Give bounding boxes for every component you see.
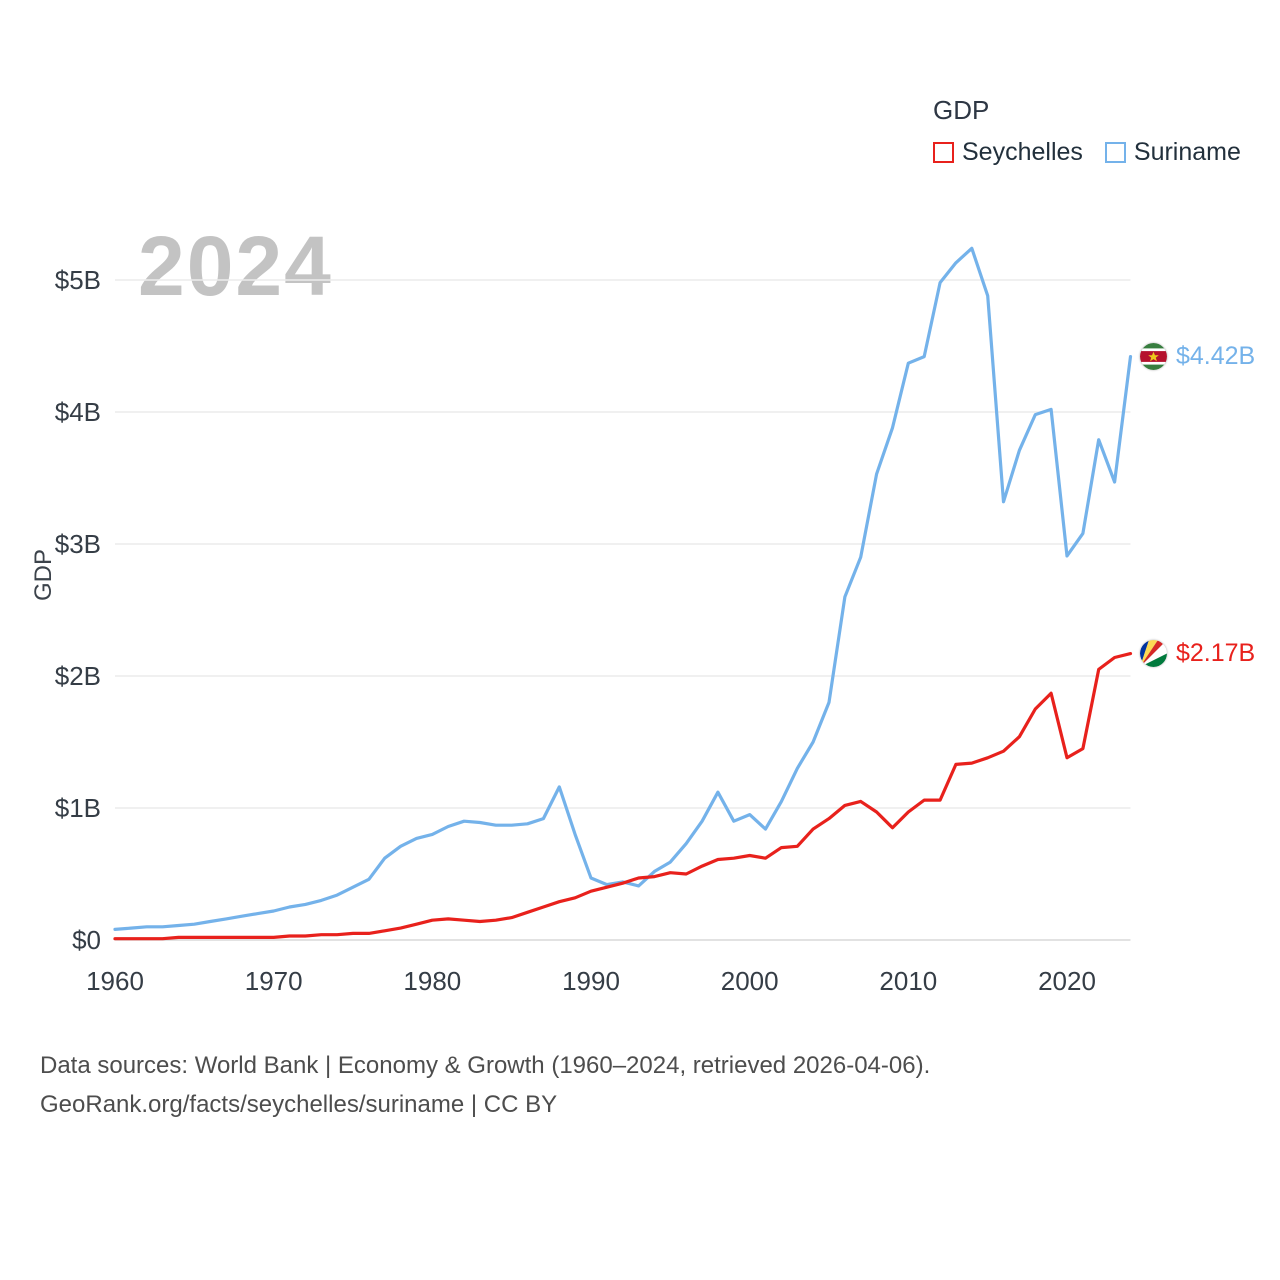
y-tick-label: $0 — [72, 925, 101, 955]
y-tick-label: $3B — [55, 529, 101, 559]
footer-attribution-line: GeoRank.org/facts/seychelles/suriname | … — [40, 1091, 558, 1118]
legend-swatch-seychelles — [933, 142, 954, 163]
watermark-year: 2024 — [138, 219, 333, 313]
legend-item-suriname[interactable]: Suriname — [1104, 138, 1241, 167]
legend-label: Suriname — [1133, 138, 1241, 166]
x-tick-label: 2010 — [879, 966, 937, 996]
x-tick-label: 1970 — [245, 966, 303, 996]
series-line-seychelles — [113, 651, 1133, 941]
end-value-suriname: $4.42B — [1176, 342, 1256, 371]
legend-items: Seychelles Suriname — [933, 138, 1241, 167]
x-tick-label: 2020 — [1038, 966, 1096, 996]
x-tick-label: 1980 — [403, 966, 461, 996]
legend-label: Seychelles — [962, 138, 1083, 166]
legend-swatch-suriname — [1104, 142, 1126, 163]
y-tick-label: $2B — [55, 661, 101, 691]
x-tick-label: 2000 — [721, 966, 779, 996]
y-tick-label: $5B — [55, 265, 101, 295]
end-label-suriname: $4.42B — [1140, 342, 1256, 371]
footer: Data sources: World Bank | Economy & Gro… — [40, 1046, 930, 1124]
suriname-flag-icon — [1140, 343, 1167, 371]
seychelles-flag-icon — [1140, 640, 1167, 668]
legend-title: GDP — [933, 95, 990, 125]
x-tick-label: 1960 — [86, 966, 144, 996]
y-tick-label: $1B — [55, 793, 101, 823]
end-label-seychelles: $2.17B — [1140, 639, 1256, 668]
footer-sources-line: Data sources: World Bank | Economy & Gro… — [40, 1052, 931, 1079]
series-line-suriname — [113, 246, 1133, 932]
y-tick-label: $4B — [55, 397, 101, 427]
end-value-seychelles: $2.17B — [1176, 639, 1256, 668]
x-tick-label: 1990 — [562, 966, 620, 996]
legend-item-seychelles[interactable]: Seychelles — [933, 138, 1083, 167]
legend: GDP Seychelles Suriname — [933, 95, 1241, 167]
